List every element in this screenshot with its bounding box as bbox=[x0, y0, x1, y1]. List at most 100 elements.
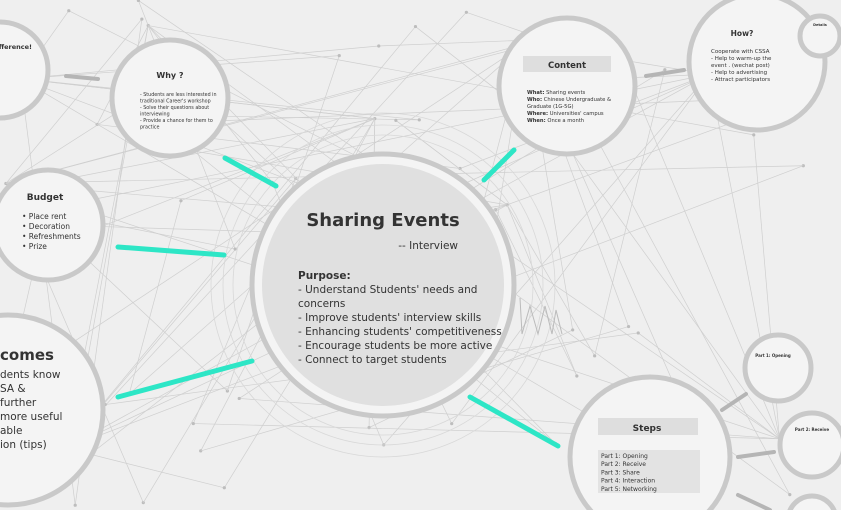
text-line: - Enhancing students' competitiveness bbox=[298, 326, 502, 338]
text-line: Cooperate with CSSA bbox=[711, 49, 770, 55]
node bbox=[777, 410, 841, 480]
network-dot bbox=[191, 421, 195, 426]
node bbox=[787, 493, 837, 510]
connector bbox=[481, 147, 517, 183]
node-title: difference! bbox=[0, 43, 32, 51]
network-dot bbox=[337, 54, 341, 58]
node-title: Details bbox=[813, 23, 827, 27]
network-line bbox=[506, 204, 578, 377]
label: Where: bbox=[527, 111, 548, 117]
label: What: bbox=[527, 90, 544, 96]
connector bbox=[115, 244, 227, 258]
network-line bbox=[506, 204, 595, 357]
text-line: - Encourage students be more active bbox=[298, 340, 492, 352]
network-dot bbox=[413, 24, 418, 29]
node bbox=[109, 37, 231, 159]
network-line bbox=[564, 143, 780, 440]
content-line: What: Sharing events bbox=[527, 90, 585, 96]
label: When: bbox=[527, 118, 546, 124]
text-line: • Place rent bbox=[22, 212, 66, 221]
node bbox=[797, 13, 841, 59]
network-line bbox=[5, 113, 115, 184]
network-dot bbox=[222, 486, 226, 490]
network-dot bbox=[394, 118, 398, 122]
text-line: - Students are less interested in bbox=[140, 92, 217, 98]
node-title: Why ? bbox=[156, 71, 184, 80]
network-dot bbox=[801, 164, 805, 168]
connector bbox=[720, 392, 748, 412]
center-title: Sharing Events bbox=[306, 210, 459, 231]
text: Universities' campus bbox=[550, 111, 604, 117]
content-line: Where: Universities' campus bbox=[527, 111, 604, 117]
network-line bbox=[594, 69, 666, 356]
title-bar bbox=[523, 56, 611, 72]
content-line: Who: Chinese Undergraduate & bbox=[527, 97, 611, 103]
network-line bbox=[5, 38, 553, 184]
text-line: - Help to warm-up the bbox=[711, 56, 772, 62]
network-line bbox=[180, 118, 375, 202]
content-line: When: Once a month bbox=[527, 118, 584, 124]
network-dot bbox=[788, 493, 792, 497]
center-rings bbox=[210, 112, 556, 458]
node bbox=[496, 15, 638, 157]
decoration bbox=[519, 297, 563, 336]
network-line bbox=[564, 80, 791, 495]
node bbox=[0, 312, 106, 508]
network-line bbox=[495, 209, 578, 377]
text-line: - Provide a chance for them to bbox=[140, 118, 213, 124]
node bbox=[0, 19, 51, 121]
text-line: - Connect to target students bbox=[298, 354, 447, 366]
network-dot bbox=[636, 331, 640, 335]
node-title: How? bbox=[731, 29, 754, 38]
text-line: practice bbox=[140, 125, 159, 131]
title-bar bbox=[598, 418, 698, 435]
connector bbox=[644, 68, 686, 78]
network-dot bbox=[377, 44, 381, 48]
network-line bbox=[5, 43, 525, 184]
network-dot bbox=[626, 324, 631, 329]
text-line: Part 1: Opening bbox=[601, 453, 648, 460]
text-line: - Solve their questions about bbox=[140, 105, 209, 111]
network-line bbox=[6, 43, 525, 386]
text-line: able bbox=[0, 425, 22, 437]
network-dot bbox=[237, 396, 241, 401]
purpose-label: Purpose: bbox=[298, 270, 351, 282]
text-line: concerns bbox=[298, 298, 345, 310]
connector bbox=[467, 394, 561, 449]
text-box bbox=[598, 450, 700, 493]
network-line bbox=[451, 74, 710, 424]
node-title: Budget bbox=[27, 193, 64, 203]
text-line: Part 4: Interaction bbox=[601, 478, 655, 485]
node bbox=[686, 0, 828, 133]
network-dot bbox=[458, 166, 462, 171]
connector bbox=[736, 450, 776, 459]
network-dot bbox=[179, 199, 183, 203]
text-line: - Help to advertising bbox=[711, 70, 767, 76]
text-line: Part 5: Networking bbox=[601, 486, 657, 493]
text-line: dents know bbox=[0, 369, 61, 381]
network-dot bbox=[571, 328, 575, 332]
node bbox=[742, 332, 814, 404]
network-dot bbox=[575, 374, 579, 378]
network-dot bbox=[140, 17, 144, 21]
text-line: Part 3: Share bbox=[601, 469, 640, 476]
network-dot bbox=[67, 9, 71, 13]
network-dot bbox=[73, 503, 77, 507]
network-line bbox=[638, 332, 780, 440]
network-dot bbox=[136, 0, 141, 3]
node-title: comes bbox=[0, 346, 54, 364]
text-line: more useful bbox=[0, 411, 62, 423]
text-line: - Improve students' interview skills bbox=[298, 312, 481, 324]
network-dot bbox=[464, 10, 468, 14]
text-line: ion (tips) bbox=[0, 439, 47, 451]
node-title: Part 1: Opening bbox=[755, 353, 791, 358]
text: Chinese Undergraduate & bbox=[544, 97, 611, 103]
text-line: • Prize bbox=[22, 242, 47, 251]
connector bbox=[64, 74, 100, 81]
center-subtitle: -- Interview bbox=[398, 240, 458, 252]
text-line: Part 2: Receive bbox=[601, 461, 646, 468]
network-line bbox=[148, 25, 754, 136]
connector bbox=[115, 358, 255, 400]
text-line: - Attract participators bbox=[711, 77, 770, 83]
